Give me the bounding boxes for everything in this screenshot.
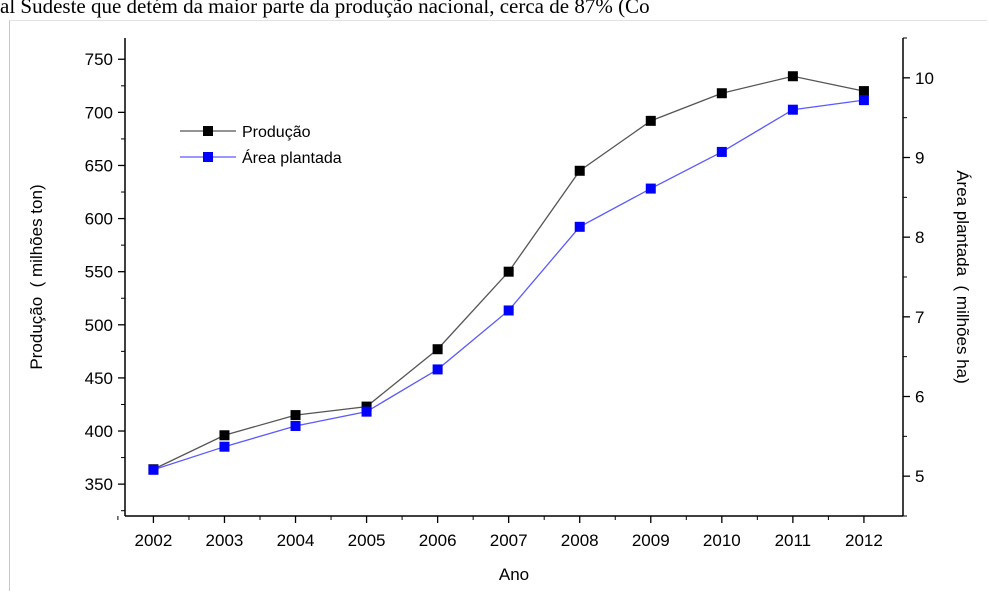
producao-point xyxy=(574,165,585,176)
producao-point xyxy=(858,86,869,97)
x-tick-label: 2002 xyxy=(135,531,173,550)
header-text: al Sudeste que detém da maior parte da p… xyxy=(0,0,650,18)
producao-point xyxy=(219,430,230,441)
producao-point xyxy=(503,266,514,277)
y-left-tick-label: 550 xyxy=(85,263,113,282)
producao-point xyxy=(716,88,727,99)
area-plantada-point xyxy=(148,464,159,475)
y-right-tick-label: 10 xyxy=(915,69,934,88)
y-left-tick-label: 350 xyxy=(85,475,113,494)
area-plantada-point xyxy=(574,221,585,232)
x-tick-label: 2003 xyxy=(206,531,244,550)
y-left-tick-label: 400 xyxy=(85,422,113,441)
legend-label: Área plantada xyxy=(242,148,342,167)
y-left-axis-title: Produção ( milhões ton) xyxy=(27,184,46,369)
area-plantada-point xyxy=(503,305,514,316)
x-tick-label: 2007 xyxy=(490,531,528,550)
x-tick-label: 2006 xyxy=(419,531,457,550)
y-right-tick-label: 7 xyxy=(915,308,924,327)
area-plantada-point xyxy=(219,441,230,452)
area-plantada-point xyxy=(787,104,798,115)
y-left-tick-label: 450 xyxy=(85,369,113,388)
legend-label: Produção xyxy=(242,124,311,141)
y-left-tick-label: 600 xyxy=(85,210,113,229)
area-plantada-point xyxy=(361,406,372,417)
series-layer xyxy=(148,71,869,475)
legend: Produção Área plantada xyxy=(180,124,342,167)
x-tick-label: 2011 xyxy=(775,531,812,550)
producao-point xyxy=(290,410,301,421)
area-plantada-point xyxy=(858,95,869,106)
y-left-tick-label: 500 xyxy=(85,316,113,335)
producao-point xyxy=(645,115,656,126)
y-right-axis-title: Área plantada ( milhões ha) xyxy=(953,170,972,384)
area-plantada-point xyxy=(716,146,727,157)
y-left-tick-label: 650 xyxy=(85,156,113,175)
producao-point xyxy=(432,344,443,355)
y-right-tick-label: 6 xyxy=(915,388,924,407)
x-tick-label: 2008 xyxy=(561,531,599,550)
x-tick-label: 2004 xyxy=(277,531,315,550)
figure-frame xyxy=(9,20,987,591)
area-plantada-point xyxy=(432,364,443,375)
area-plantada-point xyxy=(645,183,656,194)
producao-point xyxy=(787,71,798,82)
x-tick-label: 2012 xyxy=(845,531,883,550)
y-right-tick-label: 8 xyxy=(915,228,924,247)
producao-point xyxy=(361,401,372,412)
x-axis-title: Ano xyxy=(499,565,529,584)
axes: 2002 2003 2004 2005 2006 2007 2008 2009 2010 2011… xyxy=(27,37,972,584)
y-right-tick-label: 9 xyxy=(915,149,924,168)
y-right-tick-label: 5 xyxy=(915,467,924,486)
legend-marker xyxy=(203,152,213,162)
x-tick-label: 2010 xyxy=(703,531,741,550)
legend-marker xyxy=(203,126,213,136)
area-plantada-point xyxy=(290,420,301,431)
x-tick-label: 2009 xyxy=(632,531,670,550)
y-left-tick-label: 750 xyxy=(85,50,113,69)
y-left-tick-label: 700 xyxy=(85,103,113,122)
x-tick-label: 2005 xyxy=(348,531,386,550)
